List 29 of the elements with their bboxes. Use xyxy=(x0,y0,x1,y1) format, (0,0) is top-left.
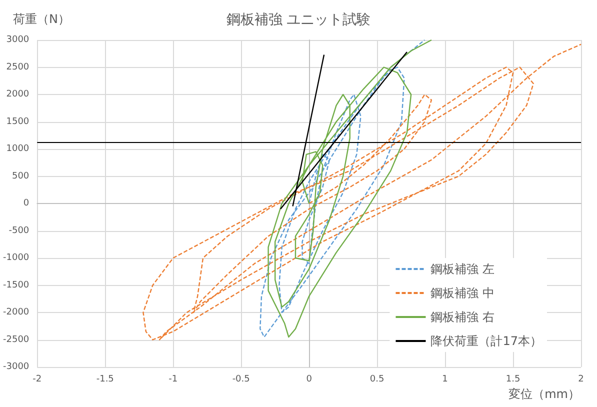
x-tick-label: 2 xyxy=(578,374,584,384)
chart-title: 鋼板補強 ユニット試験 xyxy=(226,12,371,28)
x-axis-title: 変位（mm） xyxy=(508,387,580,401)
y-tick-label: 3000 xyxy=(6,35,30,45)
x-tick-label: -1.5 xyxy=(96,374,114,384)
y-axis-title: 荷重（N） xyxy=(13,12,70,26)
y-tick-label: -2000 xyxy=(2,308,30,318)
x-tick-label: 1 xyxy=(442,374,448,384)
x-tick-label: 0 xyxy=(306,374,312,384)
y-tick-label: -500 xyxy=(8,226,30,236)
x-tick-label: 1.5 xyxy=(506,374,520,384)
y-tick-label: 0 xyxy=(23,198,30,208)
y-tick-label: 2000 xyxy=(6,90,30,100)
x-tick-label: 0.5 xyxy=(370,374,384,384)
y-tick-label: -1500 xyxy=(2,280,30,290)
legend-label: 降伏荷重（計17本） xyxy=(430,334,542,348)
x-tick-label: -0.5 xyxy=(232,374,250,384)
y-tick-label: -2500 xyxy=(2,334,30,345)
y-tick-label: 1000 xyxy=(6,144,30,154)
y-tick-label: -3000 xyxy=(2,362,30,372)
y-tick-label: 500 xyxy=(12,171,30,182)
y-tick-label: 1500 xyxy=(6,116,30,127)
legend-label: 鋼板補強 左 xyxy=(430,262,495,276)
y-tick-label: -1000 xyxy=(2,253,30,263)
legend-label: 鋼板補強 中 xyxy=(430,286,495,300)
legend-label: 鋼板補強 右 xyxy=(430,310,495,324)
x-tick-label: -2 xyxy=(32,374,42,384)
y-tick-label: 2500 xyxy=(6,62,30,72)
x-tick-label: -1 xyxy=(168,374,178,384)
